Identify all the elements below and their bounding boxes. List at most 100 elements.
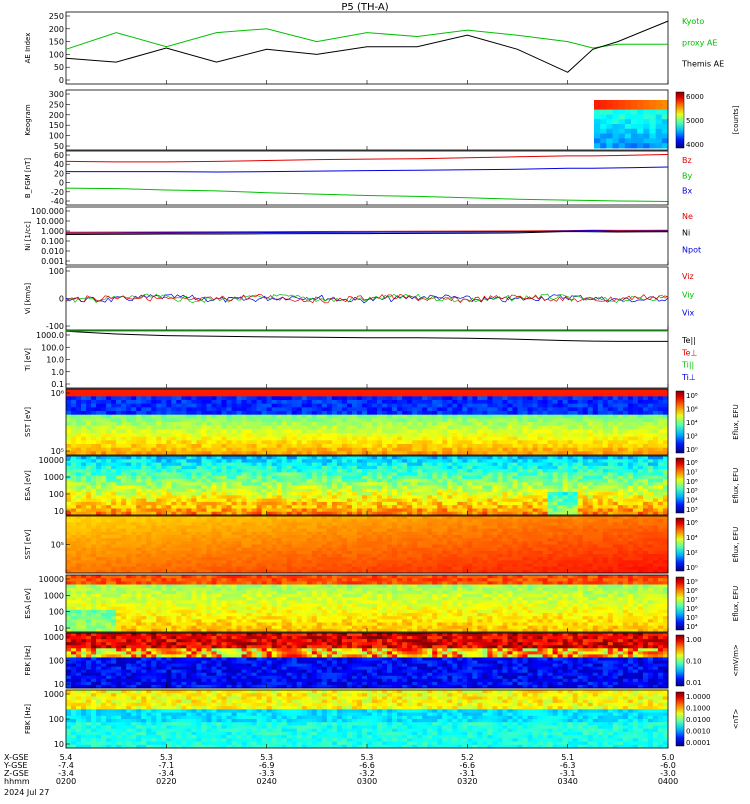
spectrogram-cell: [327, 479, 333, 483]
spectrogram-cell: [437, 404, 443, 408]
spectrogram-cell: [141, 400, 147, 404]
spectrogram-cell: [633, 444, 639, 448]
spectrogram-cell: [492, 429, 498, 433]
spectrogram-cell: [217, 433, 223, 437]
spectrogram-cell: [186, 407, 192, 411]
spectrogram-cell: [362, 407, 368, 411]
spectrogram-cell: [247, 389, 253, 393]
spectrogram-cell: [583, 407, 589, 411]
spectrogram-cell: [518, 472, 524, 476]
spectrogram-cell: [588, 415, 594, 419]
spectrogram-cell: [623, 486, 629, 490]
spectrogram-cell: [613, 426, 619, 430]
spectrogram-cell: [332, 472, 338, 476]
spectrogram-cell: [548, 400, 554, 404]
spectrogram-cell: [482, 404, 488, 408]
spectrogram-cell: [232, 502, 238, 506]
spectrogram-cell: [262, 459, 268, 463]
spectrogram-cell: [126, 463, 132, 467]
colorbar-label: [counts]: [732, 105, 740, 134]
spectrogram-cell: [131, 418, 137, 422]
spectrogram-cell: [357, 463, 363, 467]
spectrogram-cell: [322, 495, 328, 499]
spectrogram-cell: [598, 429, 604, 433]
spectrogram-cell: [106, 411, 112, 415]
spectrogram-cell: [211, 502, 217, 506]
spectrogram-cell: [628, 429, 634, 433]
spectrogram-cell: [206, 448, 212, 452]
spectrogram-cell: [186, 505, 192, 509]
spectrogram-cell: [116, 535, 122, 539]
spectrogram-cell: [86, 400, 92, 404]
spectrogram-cell: [352, 415, 358, 419]
spectrogram-cell: [618, 422, 624, 426]
spectrogram-cell: [658, 486, 664, 490]
spectrogram-cell: [477, 396, 483, 400]
spectrogram-cell: [588, 492, 594, 496]
spectrogram-cell: [407, 499, 413, 503]
spectrogram-cell: [367, 426, 373, 430]
spectrogram-cell: [307, 404, 313, 408]
spectrogram-cell: [201, 486, 207, 490]
spectrogram-cell: [186, 489, 192, 493]
spectrogram-cell: [553, 404, 559, 408]
spectrogram-cell: [407, 466, 413, 470]
spectrogram-cell: [608, 422, 614, 426]
spectrogram-cell: [116, 567, 122, 571]
spectrogram-cell: [282, 426, 288, 430]
spectrogram-cell: [427, 472, 433, 476]
spectrogram-cell: [613, 396, 619, 400]
spectrogram-cell: [201, 411, 207, 415]
spectrogram-cell: [533, 444, 539, 448]
spectrogram-cell: [477, 422, 483, 426]
spectrogram-cell: [186, 437, 192, 441]
spectrogram-cell: [362, 482, 368, 486]
spectrogram-cell: [608, 448, 614, 452]
spectrogram-cell: [497, 479, 503, 483]
spectrogram-cell: [387, 476, 393, 480]
spectrogram-cell: [176, 396, 182, 400]
spectrogram-cell: [528, 469, 534, 473]
spectrogram-cell: [502, 411, 508, 415]
spectrogram-cell: [91, 548, 97, 552]
spectrogram-cell: [151, 560, 157, 564]
spectrogram-cell: [91, 499, 97, 503]
spectrogram-cell: [422, 482, 428, 486]
spectrogram-cell: [71, 532, 77, 536]
spectrogram-cell: [106, 415, 112, 419]
spectrogram-cell: [447, 459, 453, 463]
spectrogram-cell: [633, 407, 639, 411]
spectrogram-cell: [166, 499, 172, 503]
spectrogram-cell: [136, 519, 142, 523]
spectrogram-cell: [538, 429, 544, 433]
spectrogram-cell: [106, 389, 112, 393]
spectrogram-cell: [76, 404, 82, 408]
keogram-cell: [656, 119, 663, 124]
spectrogram-cell: [312, 499, 318, 503]
keogram-cell: [606, 143, 613, 148]
spectrogram-cell: [392, 415, 398, 419]
spectrogram-cell: [66, 564, 72, 568]
spectrogram-cell: [512, 466, 518, 470]
spectrogram-cell: [242, 400, 248, 404]
spectrogram-cell: [141, 551, 147, 555]
spectrogram-cell: [106, 529, 112, 533]
spectrogram-cell: [222, 486, 228, 490]
spectrogram-cell: [262, 389, 268, 393]
spectrogram-cell: [452, 459, 458, 463]
spectrogram-cell: [96, 456, 102, 460]
spectrogram-cell: [297, 433, 303, 437]
spectrogram-cell: [412, 472, 418, 476]
spectrogram-cell: [392, 393, 398, 397]
spectrogram-cell: [563, 505, 569, 509]
spectrogram-cell: [81, 492, 87, 496]
spectrogram-cell: [277, 440, 283, 444]
spectrogram-cell: [608, 472, 614, 476]
spectrogram-cell: [583, 482, 589, 486]
spectrogram-cell: [227, 472, 233, 476]
spectrogram-cell: [91, 440, 97, 444]
spectrogram-cell: [332, 505, 338, 509]
spectrogram-cell: [377, 407, 383, 411]
spectrogram-cell: [658, 472, 664, 476]
spectrogram-cell: [392, 444, 398, 448]
